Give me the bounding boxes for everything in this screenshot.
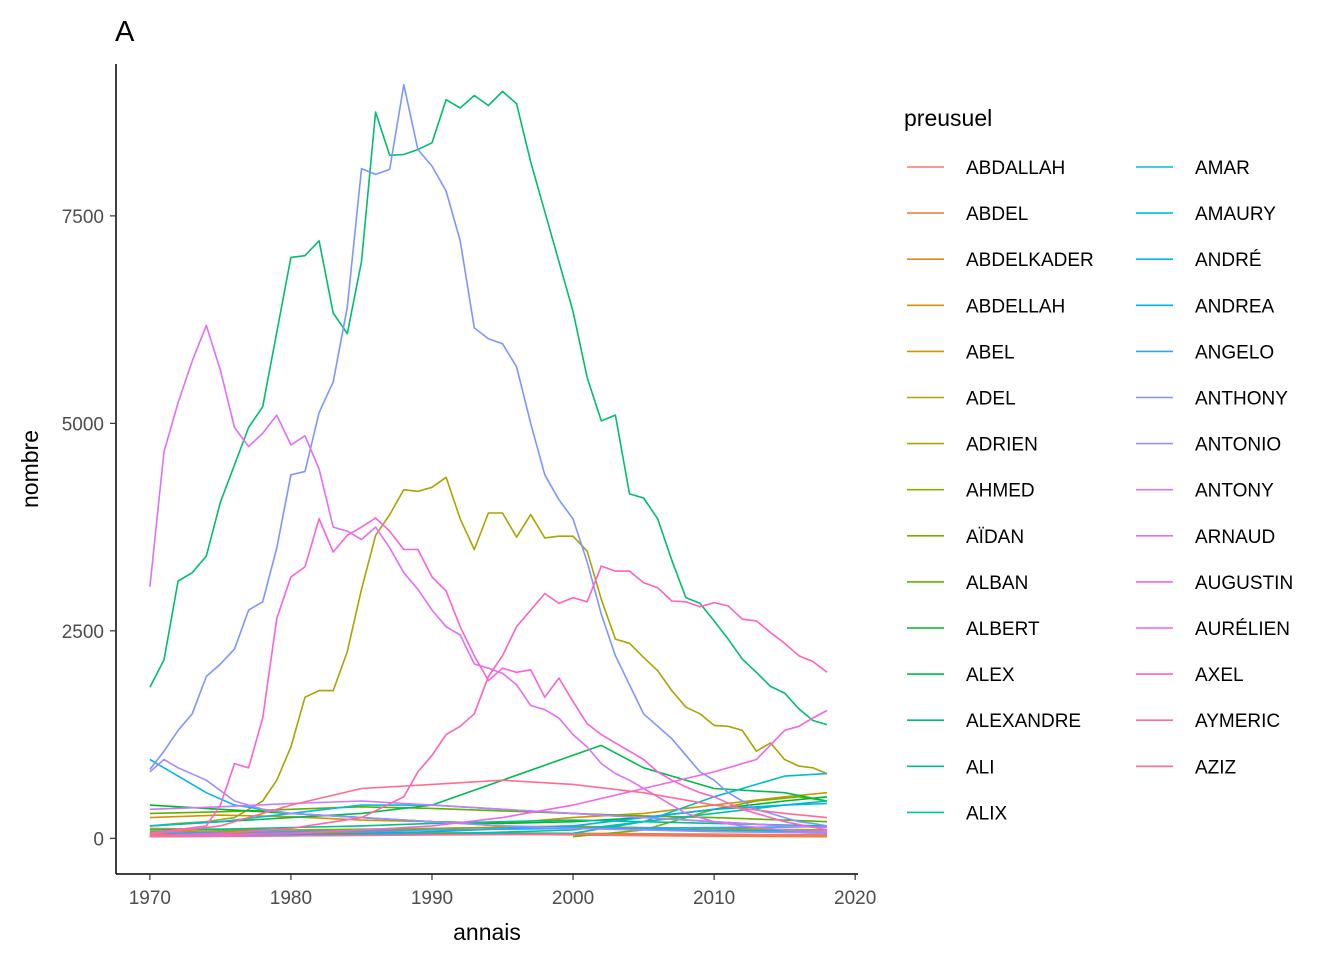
legend-item: ABEL [907,342,1015,363]
legend-item: AZIZ [1136,757,1237,778]
x-axis-ticks: 1970 1980 1990 2000 2010 2020 [129,874,876,909]
series-line-antony [149,800,828,829]
legend-label: ANTONIO [1195,435,1281,456]
legend-label: ABDELLAH [966,296,1065,317]
legend-item: AUGUSTIN [1136,573,1293,594]
series-line-aurélien [149,517,828,835]
x-tick-label: 1990 [411,888,453,909]
legend-label: ALEXANDRE [966,711,1081,732]
legend-label: AXEL [1195,665,1244,686]
legend-label: ANTONY [1195,481,1274,502]
y-tick-label: 0 [93,829,104,850]
legend-label: ANTHONY [1195,389,1288,410]
legend-item: ALEXANDRE [907,711,1081,732]
legend-label: AUGUSTIN [1195,573,1293,594]
legend-label: ANDREA [1195,296,1275,317]
legend-item: ADRIEN [907,435,1038,456]
y-tick-label: 7500 [62,207,104,228]
series-line-anthony [149,83,828,827]
series-line-alex [149,744,828,827]
legend-item: AHMED [907,481,1035,502]
legend-item: ALI [907,757,995,778]
series-line-aziz [149,833,828,838]
legend-label: ABDELKADER [966,250,1094,271]
series-line-angelo [149,825,828,835]
series-layer [149,83,828,838]
legend-item: AMAR [1136,158,1250,179]
x-axis-title: annais [453,919,521,945]
legend-item: AÏDAN [907,527,1024,548]
legend-item: ABDELLAH [907,296,1065,317]
x-tick-label: 2000 [552,888,594,909]
legend-label: ADEL [966,389,1016,410]
y-axis-ticks: 0 2500 5000 7500 [62,207,116,850]
legend-item: ANTONY [1136,481,1274,502]
legend-item: ANTHONY [1136,389,1288,410]
series-line-andré [149,758,828,833]
legend-label: AZIZ [1195,757,1237,778]
legend-item: ANTONIO [1136,435,1281,456]
legend-label: ANDRÉ [1195,250,1262,271]
legend-label: ADRIEN [966,435,1038,456]
legend-item: ABDELKADER [907,250,1094,271]
series-line-adrien [149,476,828,827]
legend-item: AURÉLIEN [1136,619,1290,640]
y-tick-label: 2500 [62,622,104,643]
legend-item: ALIX [907,803,1008,824]
legend-item: ADEL [907,389,1016,410]
x-tick-label: 2010 [693,888,735,909]
legend-item: ANGELO [1136,342,1274,363]
legend-item: ANDREA [1136,296,1275,317]
legend-item: AXEL [1136,665,1244,686]
legend-item: ARNAUD [1136,527,1275,548]
series-line-axel [149,565,828,837]
legend-label: AHMED [966,481,1035,502]
legend-item: ABDALLAH [907,158,1065,179]
legend-label: ABDALLAH [966,158,1065,179]
legend: ABDALLAH ABDEL ABDELKADER ABDELLAH ABEL ADEL A… [907,158,1293,824]
x-tick-label: 2020 [834,888,876,909]
panel-tag: A [115,16,135,48]
y-axis-title: nombre [17,430,43,508]
legend-label: ABDEL [966,204,1028,225]
series-line-andrea [149,802,828,838]
legend-label: ALBAN [966,573,1028,594]
legend-item: ALBERT [907,619,1040,640]
legend-item: ALBAN [907,573,1028,594]
series-line-ali [149,819,828,831]
legend-item: ABDEL [907,204,1028,225]
legend-item: ALEX [907,665,1015,686]
series-line-alexandre [149,90,828,726]
legend-label: ALI [966,757,995,778]
legend-label: ALBERT [966,619,1040,640]
legend-label: AMAR [1195,158,1250,179]
legend-label: ARNAUD [1195,527,1275,548]
series-line-aymeric [149,779,828,835]
series-line-augustin [149,709,828,837]
legend-label: ALEX [966,665,1015,686]
legend-label: AMAURY [1195,204,1276,225]
legend-label: ABEL [966,342,1015,363]
legend-label: ANGELO [1195,342,1274,363]
x-tick-label: 1980 [270,888,312,909]
legend-item: ANDRÉ [1136,250,1262,271]
x-tick-label: 1970 [129,888,171,909]
legend-label: AURÉLIEN [1195,619,1290,640]
y-tick-label: 5000 [62,414,104,435]
legend-title: preusuel [904,105,992,131]
legend-label: AÏDAN [966,527,1024,548]
legend-label: ALIX [966,803,1008,824]
legend-item: AYMERIC [1136,711,1280,732]
legend-item: AMAURY [1136,204,1276,225]
legend-label: AYMERIC [1195,711,1280,732]
